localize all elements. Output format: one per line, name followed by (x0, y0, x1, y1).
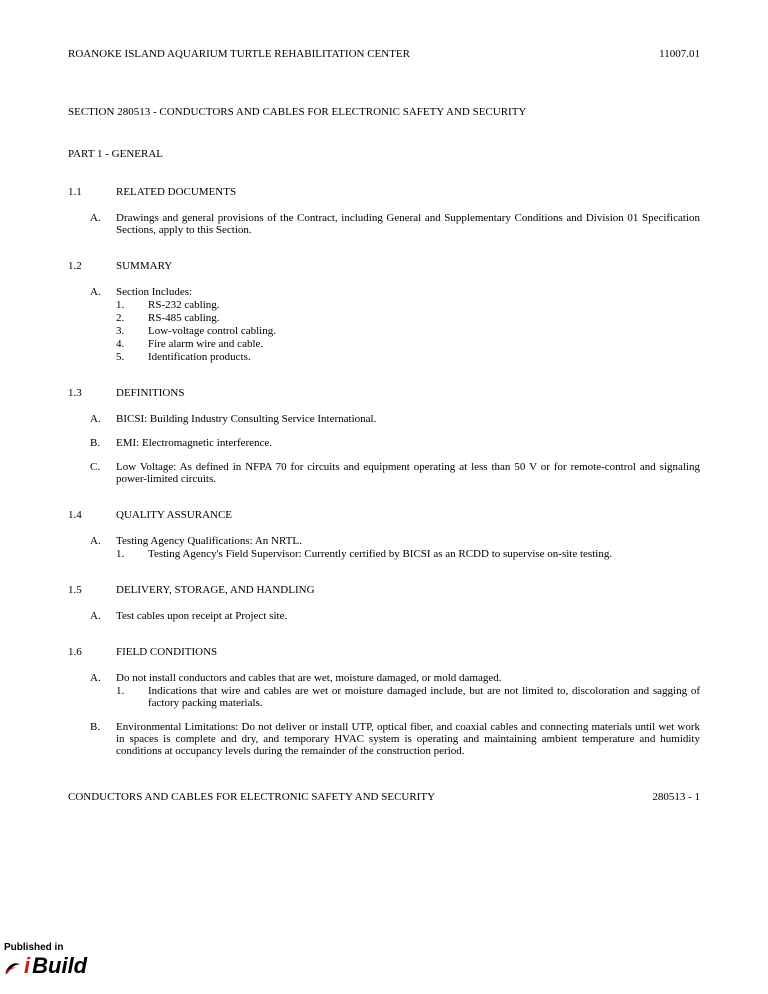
logo-i: i (24, 953, 30, 979)
subparagraph-number: 4. (116, 338, 148, 350)
paragraph-letter: B. (90, 437, 116, 449)
article-label: FIELD CONDITIONS (116, 646, 217, 658)
paragraph: A.Testing Agency Qualifications: An NRTL… (68, 535, 700, 560)
paragraph-body: Do not install conductors and cables tha… (116, 672, 700, 709)
article: 1.4QUALITY ASSURANCE A.Testing Agency Qua… (68, 509, 700, 560)
paragraph-body: Testing Agency Qualifications: An NRTL.1… (116, 535, 700, 560)
swoosh-icon (4, 957, 22, 975)
paragraph-text: Testing Agency Qualifications: An NRTL. (116, 535, 700, 547)
subparagraph-text: RS-485 cabling. (148, 312, 700, 324)
subparagraph: 5.Identification products. (116, 351, 700, 363)
article-heading: 1.2SUMMARY (68, 260, 700, 272)
subparagraph-text: Fire alarm wire and cable. (148, 338, 700, 350)
paragraph: A.Do not install conductors and cables t… (68, 672, 700, 709)
subparagraph-text: RS-232 cabling. (148, 299, 700, 311)
article-label: QUALITY ASSURANCE (116, 509, 232, 521)
page-header: ROANOKE ISLAND AQUARIUM TURTLE REHABILIT… (68, 48, 700, 60)
paragraph-body: Environmental Limitations: Do not delive… (116, 721, 700, 757)
subparagraph-number: 3. (116, 325, 148, 337)
paragraph: A.Drawings and general provisions of the… (68, 212, 700, 236)
article: 1.1RELATED DOCUMENTS A.Drawings and gener… (68, 186, 700, 236)
subparagraph: 4.Fire alarm wire and cable. (116, 338, 700, 350)
paragraph-letter: A. (90, 610, 116, 622)
paragraph-letter: A. (90, 212, 116, 236)
paragraph-body: Drawings and general provisions of the C… (116, 212, 700, 236)
publisher-logo: Published in iBuild (4, 942, 87, 979)
article-heading: 1.5DELIVERY, STORAGE, AND HANDLING (68, 584, 700, 596)
paragraph: B.EMI: Electromagnetic interference. (68, 437, 700, 449)
paragraph-body: BICSI: Building Industry Consulting Serv… (116, 413, 700, 425)
article-heading: 1.4QUALITY ASSURANCE (68, 509, 700, 521)
subparagraph-number: 2. (116, 312, 148, 324)
paragraph-letter: A. (90, 286, 116, 363)
ibuild-logo: iBuild (4, 953, 87, 979)
paragraph-letter: B. (90, 721, 116, 757)
article-label: RELATED DOCUMENTS (116, 186, 236, 198)
article-number: 1.5 (68, 584, 116, 596)
paragraph-text: Environmental Limitations: Do not delive… (116, 721, 700, 757)
paragraph-letter: A. (90, 672, 116, 709)
subparagraph: 1.Testing Agency's Field Supervisor: Cur… (116, 548, 700, 560)
subparagraph-number: 1. (116, 685, 148, 709)
paragraph: A.Section Includes:1.RS-232 cabling.2.RS… (68, 286, 700, 363)
paragraph-body: Section Includes:1.RS-232 cabling.2.RS-4… (116, 286, 700, 363)
page-footer: CONDUCTORS AND CABLES FOR ELECTRONIC SAF… (68, 791, 700, 803)
paragraph: B.Environmental Limitations: Do not deli… (68, 721, 700, 757)
footer-page-number: 280513 - 1 (652, 791, 700, 803)
paragraph: A.BICSI: Building Industry Consulting Se… (68, 413, 700, 425)
paragraph-body: EMI: Electromagnetic interference. (116, 437, 700, 449)
subparagraph-text: Identification products. (148, 351, 700, 363)
subparagraph: 2.RS-485 cabling. (116, 312, 700, 324)
paragraph-text: EMI: Electromagnetic interference. (116, 437, 700, 449)
article: 1.6FIELD CONDITIONS A.Do not install cond… (68, 646, 700, 757)
article-label: DEFINITIONS (116, 387, 184, 399)
subparagraph-text: Testing Agency's Field Supervisor: Curre… (148, 548, 700, 560)
paragraph-body: Test cables upon receipt at Project site… (116, 610, 700, 622)
subparagraph-number: 1. (116, 299, 148, 311)
article-label: DELIVERY, STORAGE, AND HANDLING (116, 584, 315, 596)
paragraph: A.Test cables upon receipt at Project si… (68, 610, 700, 622)
article-label: SUMMARY (116, 260, 172, 272)
logo-build: Build (32, 953, 87, 979)
paragraph-text: Section Includes: (116, 286, 700, 298)
articles-container: 1.1RELATED DOCUMENTSA.Drawings and gener… (68, 186, 700, 757)
article-number: 1.1 (68, 186, 116, 198)
subparagraph: 1.RS-232 cabling. (116, 299, 700, 311)
part-title: PART 1 - GENERAL (68, 148, 700, 160)
article: 1.2SUMMARY A.Section Includes:1.RS-232 ca… (68, 260, 700, 363)
article-heading: 1.1RELATED DOCUMENTS (68, 186, 700, 198)
paragraph-text: Test cables upon receipt at Project site… (116, 610, 700, 622)
article: 1.5DELIVERY, STORAGE, AND HANDLING A.Test… (68, 584, 700, 622)
article: 1.3DEFINITIONS A.BICSI: Building Industry… (68, 387, 700, 485)
paragraph: C.Low Voltage: As defined in NFPA 70 for… (68, 461, 700, 485)
paragraph-text: BICSI: Building Industry Consulting Serv… (116, 413, 700, 425)
article-heading: 1.3DEFINITIONS (68, 387, 700, 399)
paragraph-letter: A. (90, 413, 116, 425)
paragraph-letter: C. (90, 461, 116, 485)
subparagraph: 3.Low-voltage control cabling. (116, 325, 700, 337)
header-number: 11007.01 (659, 48, 700, 60)
document-page: ROANOKE ISLAND AQUARIUM TURTLE REHABILIT… (0, 0, 768, 823)
paragraph-letter: A. (90, 535, 116, 560)
section-title: SECTION 280513 - CONDUCTORS AND CABLES F… (68, 106, 700, 118)
header-title: ROANOKE ISLAND AQUARIUM TURTLE REHABILIT… (68, 48, 410, 60)
article-number: 1.6 (68, 646, 116, 658)
paragraph-body: Low Voltage: As defined in NFPA 70 for c… (116, 461, 700, 485)
article-heading: 1.6FIELD CONDITIONS (68, 646, 700, 658)
paragraph-text: Low Voltage: As defined in NFPA 70 for c… (116, 461, 700, 485)
subparagraph-text: Low-voltage control cabling. (148, 325, 700, 337)
article-number: 1.4 (68, 509, 116, 521)
subparagraph-text: Indications that wire and cables are wet… (148, 685, 700, 709)
subparagraph: 1.Indications that wire and cables are w… (116, 685, 700, 709)
paragraph-text: Drawings and general provisions of the C… (116, 212, 700, 236)
footer-title: CONDUCTORS AND CABLES FOR ELECTRONIC SAF… (68, 791, 435, 803)
paragraph-text: Do not install conductors and cables tha… (116, 672, 700, 684)
article-number: 1.3 (68, 387, 116, 399)
subparagraph-number: 5. (116, 351, 148, 363)
published-label: Published in (4, 942, 87, 953)
subparagraph-number: 1. (116, 548, 148, 560)
article-number: 1.2 (68, 260, 116, 272)
